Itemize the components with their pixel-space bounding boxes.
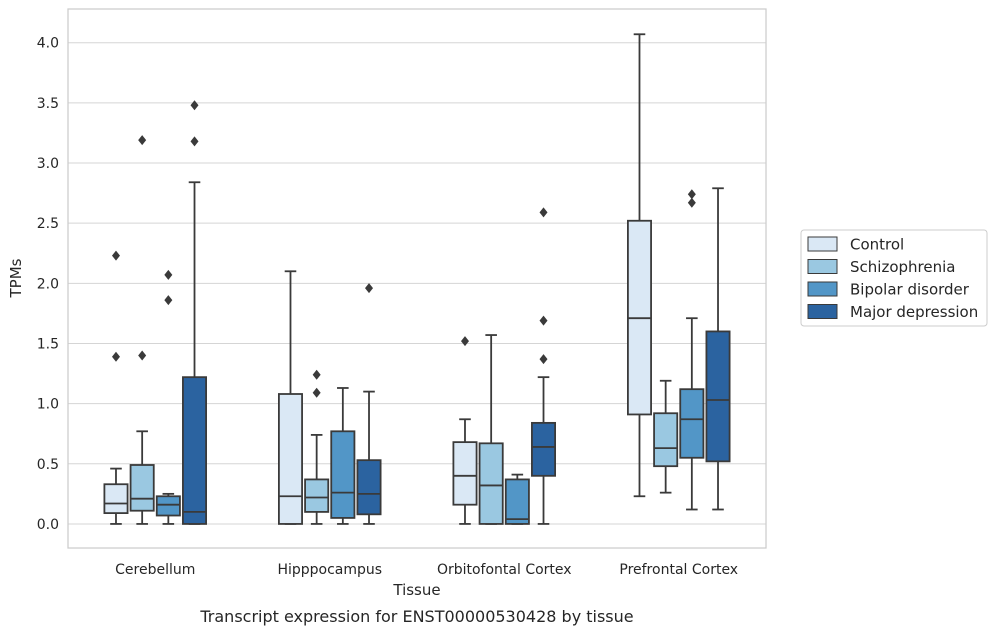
box-iqr xyxy=(356,459,382,516)
box-iqr xyxy=(705,330,731,463)
box-schizophrenia xyxy=(653,379,679,494)
outlier-point xyxy=(190,136,199,147)
y-tick-label: 3.5 xyxy=(37,96,59,112)
x-axis-ticks: Cerebellum Hipppocampus Orbitofontal Corte… xyxy=(115,562,738,578)
box-iqr xyxy=(182,376,208,525)
box-bipolar-disorder xyxy=(330,387,356,525)
outlier-point xyxy=(687,189,696,200)
x-tick-label: Cerebellum xyxy=(115,562,195,578)
y-axis-label: TPMs xyxy=(7,258,25,298)
outlier-point xyxy=(312,387,321,398)
box-iqr xyxy=(679,388,705,459)
box-control xyxy=(627,33,652,498)
box-iqr xyxy=(330,430,356,519)
legend-swatch xyxy=(807,259,838,274)
legend: Control Schizophrenia Bipolar disorder Majo… xyxy=(800,229,988,327)
y-tick-label: 3.0 xyxy=(37,156,59,172)
box-control xyxy=(277,270,303,525)
outlier-point xyxy=(460,336,469,347)
y-tick-label: 1.5 xyxy=(37,336,59,352)
box-iqr xyxy=(103,483,129,515)
legend-label: Control xyxy=(850,236,904,254)
box-major-depression xyxy=(705,187,731,511)
x-tick-label: Hipppocampus xyxy=(277,562,382,578)
y-axis-ticks: 0.0 0.5 1.0 1.5 2.0 2.5 3.0 3.5 4.0 xyxy=(37,36,59,533)
legend-swatch xyxy=(807,304,838,319)
box-iqr xyxy=(304,478,330,513)
outlier-point xyxy=(539,315,548,326)
y-tick-label: 2.0 xyxy=(37,276,59,292)
legend-frame xyxy=(800,229,988,327)
box-major-depression xyxy=(356,283,382,525)
y-tick-label: 0.0 xyxy=(37,517,59,533)
legend-label: Bipolar disorder xyxy=(850,281,970,299)
box-iqr xyxy=(531,421,556,477)
box-iqr xyxy=(277,393,303,525)
plot-area-frame xyxy=(67,8,767,549)
chart-caption: Transcript expression for ENST0000053042… xyxy=(199,607,633,626)
box-iqr xyxy=(155,495,181,517)
outlier-point xyxy=(365,283,374,294)
outlier-point xyxy=(164,295,173,306)
box-bipolar-disorder xyxy=(504,473,530,525)
box-control xyxy=(103,250,129,525)
box-iqr xyxy=(452,441,478,506)
box-iqr xyxy=(129,464,155,512)
box-major-depression xyxy=(531,207,556,525)
box-schizophrenia xyxy=(129,135,155,525)
outlier-point xyxy=(687,197,696,208)
outlier-point xyxy=(190,100,199,111)
box-bipolar-disorder xyxy=(679,189,705,511)
box-major-depression xyxy=(182,100,208,525)
box-iqr xyxy=(504,478,530,525)
box-control xyxy=(452,336,478,525)
box-bipolar-disorder xyxy=(155,269,181,525)
outlier-point xyxy=(312,369,321,380)
y-tick-label: 1.0 xyxy=(37,397,59,413)
outlier-point xyxy=(138,350,147,361)
box-schizophrenia xyxy=(304,369,330,525)
box-groups xyxy=(103,33,731,525)
legend-label: Schizophrenia xyxy=(850,258,955,276)
x-tick-label: Prefrontal Cortex xyxy=(619,562,738,578)
y-tick-label: 4.0 xyxy=(37,36,59,52)
outlier-point xyxy=(111,250,120,261)
outlier-point xyxy=(539,354,548,365)
y-tick-label: 2.5 xyxy=(37,216,59,232)
outlier-point xyxy=(539,207,548,218)
box-schizophrenia xyxy=(478,334,504,525)
outlier-point xyxy=(111,351,120,362)
y-tick-label: 0.5 xyxy=(37,457,59,473)
x-axis-label: Tissue xyxy=(392,581,440,599)
legend-swatch xyxy=(807,281,838,297)
box-iqr xyxy=(478,442,504,525)
box-iqr xyxy=(653,412,679,468)
legend-label: Major depression xyxy=(850,303,978,321)
x-tick-label: Orbitofontal Cortex xyxy=(437,562,572,578)
legend-swatch xyxy=(807,236,838,252)
outlier-point xyxy=(164,269,173,280)
outlier-point xyxy=(138,135,147,146)
